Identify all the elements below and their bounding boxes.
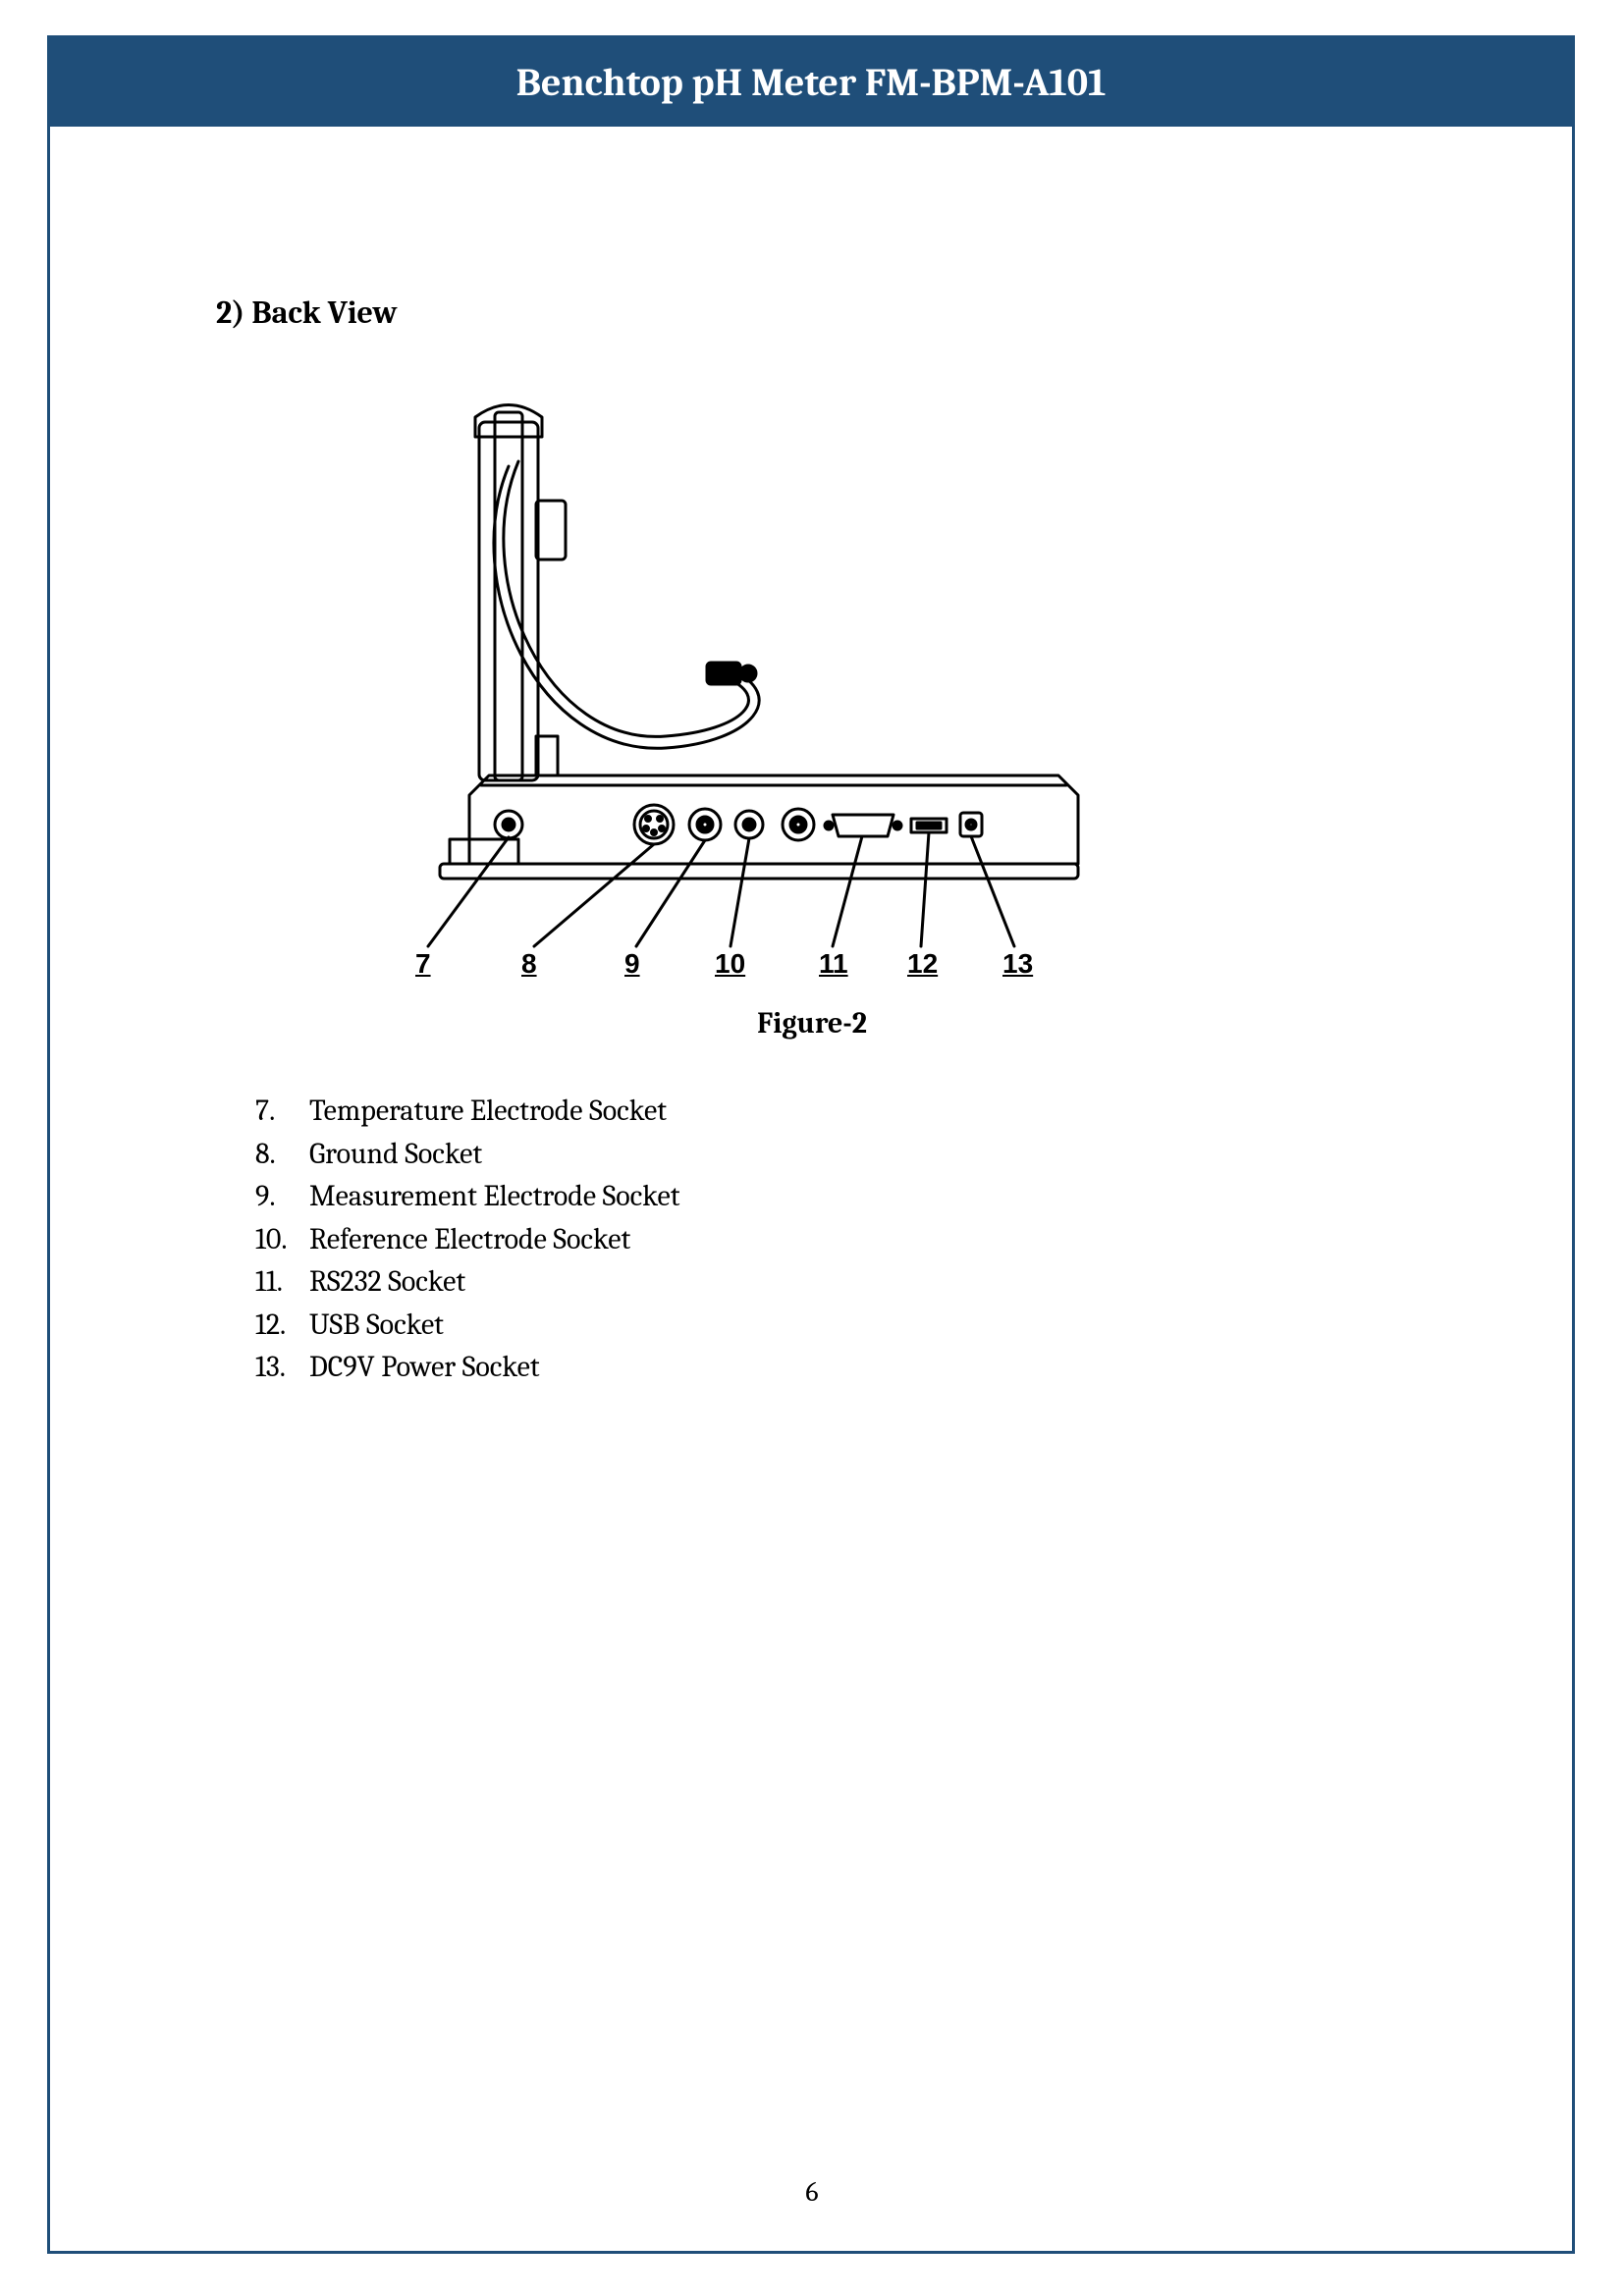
list-num: 9. <box>255 1175 309 1218</box>
header-bar: Benchtop pH Meter FM-BPM-A101 <box>50 38 1572 127</box>
list-num: 8. <box>255 1133 309 1176</box>
callout-8: 8 <box>521 948 537 980</box>
page-number: 6 <box>0 2176 1624 2208</box>
list-label: DC9V Power Socket <box>309 1346 540 1389</box>
callout-9: 9 <box>624 948 640 980</box>
list-label: Reference Electrode Socket <box>309 1218 630 1261</box>
list-num: 7. <box>255 1090 309 1133</box>
parts-list: 7.Temperature Electrode Socket 8.Ground … <box>255 1090 680 1389</box>
callout-10: 10 <box>715 948 745 980</box>
list-num: 10. <box>255 1218 309 1261</box>
figure-caption: Figure-2 <box>0 1006 1624 1041</box>
list-label: Temperature Electrode Socket <box>309 1090 667 1133</box>
list-item: 9.Measurement Electrode Socket <box>255 1175 680 1218</box>
list-label: RS232 Socket <box>309 1260 465 1304</box>
list-item: 13.DC9V Power Socket <box>255 1346 680 1389</box>
list-num: 11. <box>255 1260 309 1304</box>
list-label: Measurement Electrode Socket <box>309 1175 680 1218</box>
backview-diagram-icon <box>410 383 1117 991</box>
callout-12: 12 <box>907 948 938 980</box>
list-num: 13. <box>255 1346 309 1389</box>
section-heading: 2) Back View <box>216 294 398 331</box>
header-title: Benchtop pH Meter FM-BPM-A101 <box>516 60 1107 105</box>
callout-7: 7 <box>415 948 431 980</box>
list-item: 8.Ground Socket <box>255 1133 680 1176</box>
list-item: 12.USB Socket <box>255 1304 680 1347</box>
list-num: 12. <box>255 1304 309 1347</box>
callout-11: 11 <box>819 948 848 980</box>
list-item: 11.RS232 Socket <box>255 1260 680 1304</box>
list-label: USB Socket <box>309 1304 444 1347</box>
list-label: Ground Socket <box>309 1133 482 1176</box>
list-item: 10.Reference Electrode Socket <box>255 1218 680 1261</box>
figure-backview: 7 8 9 10 11 12 13 <box>410 383 1117 991</box>
callout-13: 13 <box>1002 948 1033 980</box>
list-item: 7.Temperature Electrode Socket <box>255 1090 680 1133</box>
